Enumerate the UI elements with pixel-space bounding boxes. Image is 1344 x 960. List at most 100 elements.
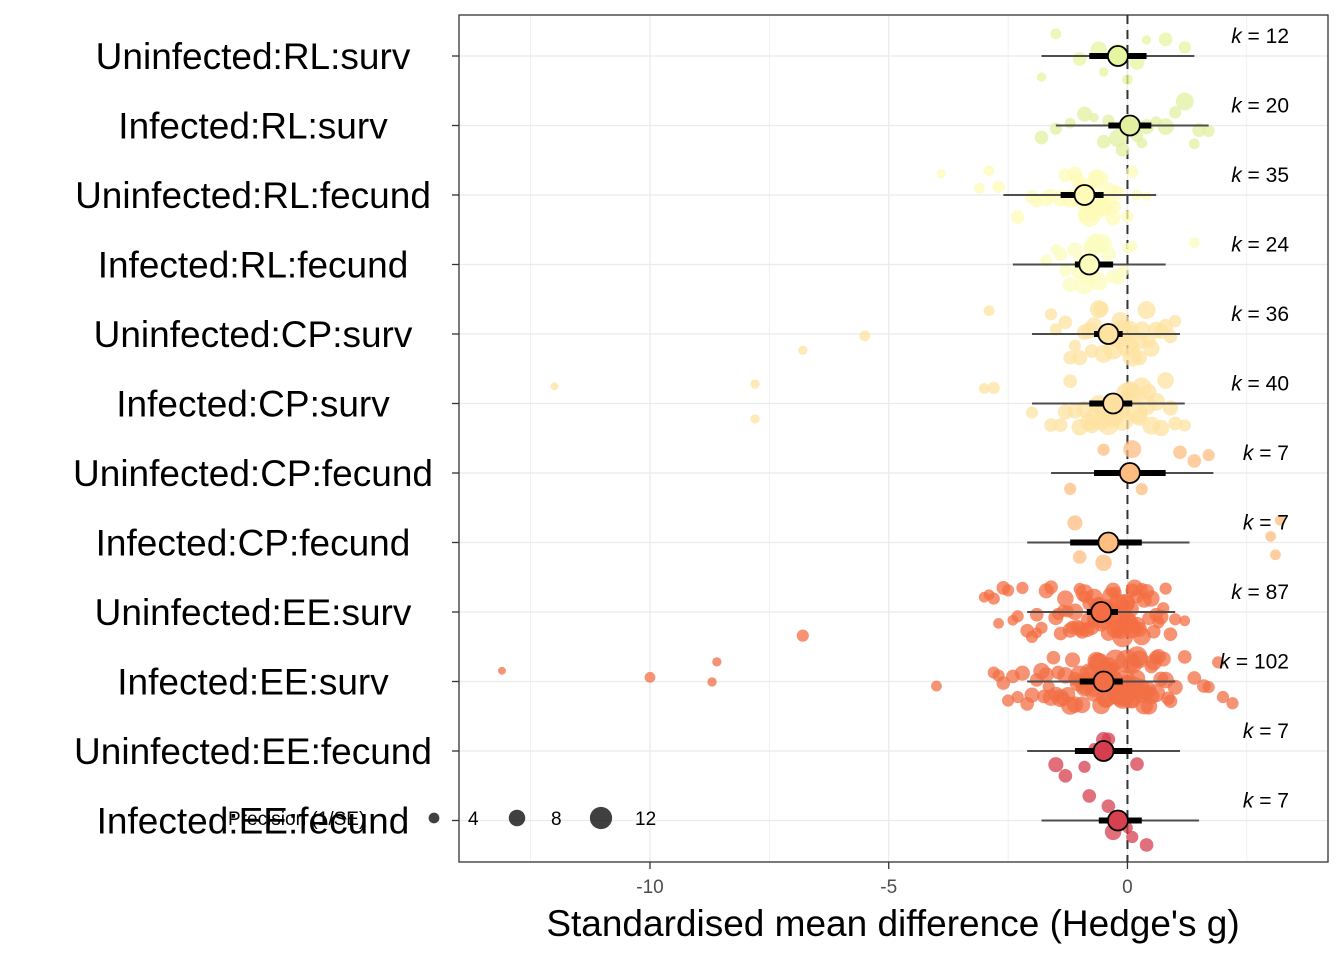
effect-size-point: [1052, 607, 1065, 621]
effect-size-point: [1084, 418, 1100, 434]
effect-size-point: [1122, 242, 1133, 254]
x-tick-label: -5: [880, 877, 897, 898]
y-tick-label: Uninfected:CP:surv: [94, 314, 413, 355]
effect-size-point: [1226, 697, 1239, 710]
y-tick-label: Uninfected:RL:surv: [96, 36, 411, 77]
effect-size-point: [1152, 419, 1170, 437]
k-label: k = 87: [1231, 581, 1289, 604]
pooled-estimate: [1097, 323, 1120, 345]
k-label: k = 12: [1231, 25, 1289, 48]
effect-size-point: [1067, 403, 1083, 419]
effect-size-point: [1126, 830, 1139, 844]
effect-size-point: [1109, 586, 1122, 599]
effect-size-point: [1149, 650, 1163, 665]
y-axis: Uninfected:RL:surv Infected:RL:surv Uninfe…: [73, 36, 459, 842]
effect-size-point: [936, 169, 946, 179]
effect-size-point: [1140, 698, 1158, 715]
effect-size-point: [1082, 789, 1097, 803]
effect-size-point: [1065, 620, 1080, 635]
effect-size-point: [987, 381, 1000, 394]
effect-size-point: [1131, 621, 1147, 637]
effect-size-point: [974, 182, 985, 194]
effect-size-point: [1141, 384, 1157, 400]
effect-size-point: [707, 677, 717, 687]
y-tick-label: Infected:CP:fecund: [96, 523, 411, 564]
effect-size-point: [1103, 182, 1118, 197]
y-tick-label: Uninfected:EE:surv: [95, 592, 412, 633]
effect-size-point: [1131, 409, 1148, 426]
group-summaries: [1003, 45, 1214, 832]
effect-size-point: [1038, 667, 1054, 683]
y-tick-label: Infected:RL:fecund: [98, 245, 409, 286]
effect-size-point: [750, 379, 760, 389]
legend-label: 8: [551, 809, 562, 830]
effect-size-point: [1169, 106, 1182, 119]
legend-key: [589, 806, 613, 830]
effect-size-point: [1044, 418, 1058, 432]
legend-label: 4: [468, 809, 479, 830]
effect-size-points: [498, 28, 1286, 852]
y-tick-label: Infected:EE:fecund: [97, 801, 410, 842]
effect-size-point: [1161, 691, 1175, 706]
y-tick-label: Uninfected:EE:fecund: [74, 731, 432, 772]
effect-size-point: [1085, 317, 1103, 334]
effect-size-point: [1108, 129, 1127, 148]
effect-size-point: [1067, 515, 1083, 531]
effect-size-point: [1117, 681, 1138, 703]
pooled-estimate: [1090, 601, 1113, 623]
pooled-estimate: [1107, 809, 1129, 832]
effect-size-point: [1090, 653, 1108, 670]
effect-size-point: [1122, 74, 1133, 85]
effect-size-point: [1142, 334, 1156, 349]
effect-size-point: [1141, 35, 1152, 45]
effect-size-point: [1118, 611, 1137, 630]
effect-size-point: [1089, 112, 1099, 123]
effect-size-point: [1130, 650, 1149, 669]
effect-size-point: [1163, 329, 1178, 344]
effect-size-point: [1063, 350, 1077, 365]
effect-size-point: [1123, 440, 1142, 459]
pooled-estimate: [1118, 114, 1141, 137]
effect-size-point: [1049, 323, 1062, 336]
effect-size-point: [1065, 652, 1081, 668]
k-label: k = 7: [1243, 720, 1289, 743]
effect-size-point: [1187, 454, 1202, 468]
effect-size-point: [1034, 130, 1049, 145]
effect-size-point: [1063, 374, 1077, 388]
effect-size-point: [1152, 616, 1165, 629]
effect-size-point: [1046, 650, 1061, 665]
effect-size-point: [1070, 172, 1085, 187]
effect-size-point: [1188, 237, 1200, 249]
effect-size-point: [1053, 418, 1068, 432]
effect-size-point: [1072, 52, 1087, 66]
effect-size-point: [1115, 143, 1130, 157]
effect-size-point: [1157, 372, 1174, 389]
effect-size-point: [1044, 580, 1058, 595]
effect-size-point: [1103, 340, 1123, 360]
k-label: k = 7: [1243, 790, 1289, 813]
effect-size-point: [1064, 482, 1077, 495]
effect-size-point: [1153, 671, 1169, 687]
effect-size-point: [1169, 315, 1182, 328]
y-tick-label: Uninfected:CP:fecund: [73, 453, 433, 494]
y-tick-label: Uninfected:RL:fecund: [75, 175, 431, 216]
effect-size-point: [1058, 315, 1073, 330]
k-label: k = 36: [1231, 303, 1289, 326]
effect-size-point: [978, 383, 990, 394]
effect-size-point: [1029, 607, 1044, 622]
effect-size-point: [1072, 350, 1088, 366]
effect-size-point: [859, 330, 871, 342]
effect-size-point: [1093, 301, 1109, 317]
effect-size-point: [1056, 692, 1070, 707]
x-tick-label: 0: [1122, 877, 1133, 898]
effect-size-point: [1157, 118, 1174, 135]
effect-size-point: [1089, 272, 1108, 291]
effect-size-point: [1131, 350, 1147, 366]
effect-size-point: [1137, 301, 1156, 319]
effect-size-point: [1036, 72, 1047, 82]
effect-size-point: [1265, 531, 1277, 542]
effect-size-point: [1062, 277, 1078, 293]
legend-key: [508, 809, 526, 827]
effect-size-point: [993, 618, 1004, 629]
effect-size-point: [1120, 381, 1139, 400]
